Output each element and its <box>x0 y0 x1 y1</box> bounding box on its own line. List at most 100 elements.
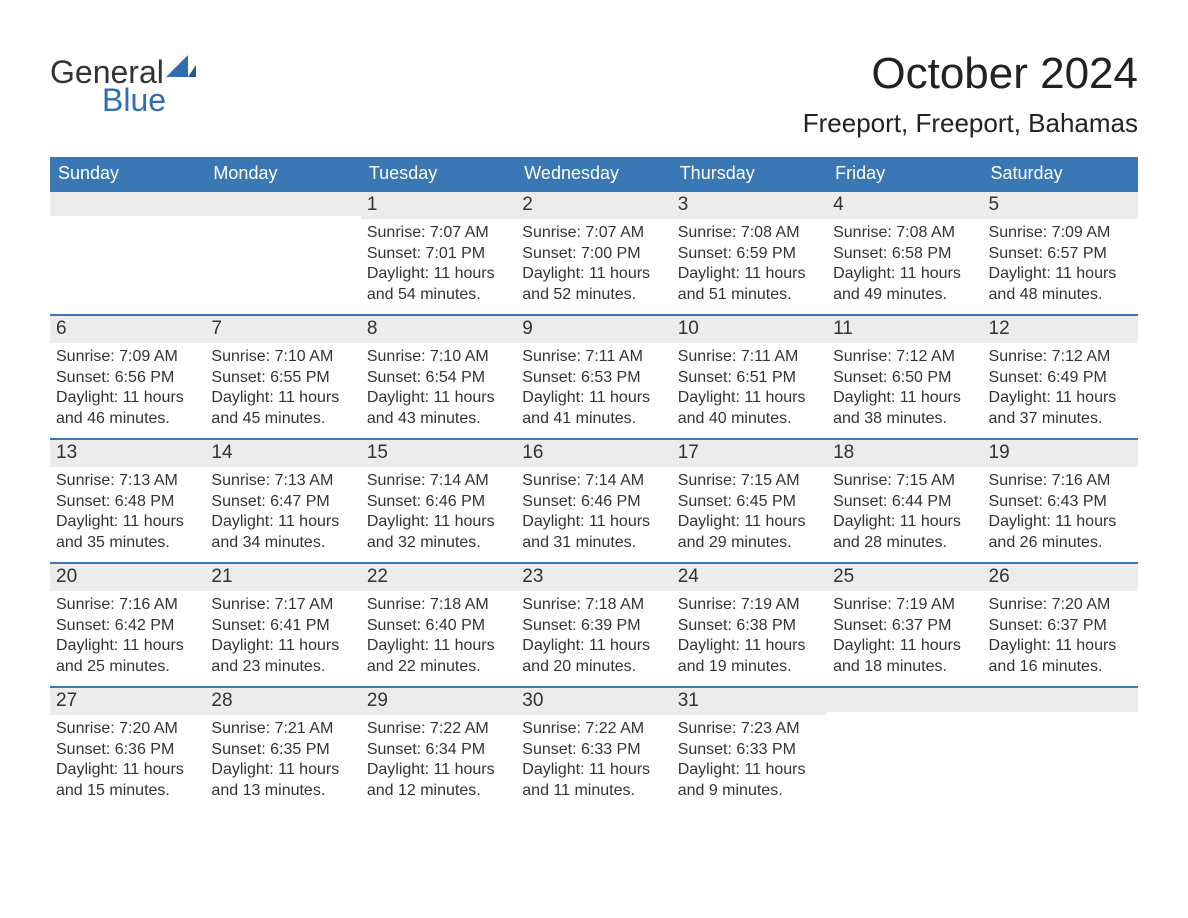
day-daylight1: Daylight: 11 hours <box>367 264 510 284</box>
day-cell <box>983 688 1138 810</box>
day-sunset: Sunset: 6:58 PM <box>833 244 976 264</box>
day-sunset: Sunset: 6:37 PM <box>833 616 976 636</box>
day-daylight2: and 12 minutes. <box>367 781 510 801</box>
day-sunrise: Sunrise: 7:10 AM <box>211 347 354 367</box>
day-number: 28 <box>205 688 360 715</box>
dow-friday: Friday <box>827 157 982 190</box>
day-cell: 20Sunrise: 7:16 AMSunset: 6:42 PMDayligh… <box>50 564 205 686</box>
day-cell: 22Sunrise: 7:18 AMSunset: 6:40 PMDayligh… <box>361 564 516 686</box>
day-cell: 3Sunrise: 7:08 AMSunset: 6:59 PMDaylight… <box>672 192 827 314</box>
location-text: Freeport, Freeport, Bahamas <box>803 108 1138 139</box>
day-sunset: Sunset: 6:35 PM <box>211 740 354 760</box>
day-sunrise: Sunrise: 7:13 AM <box>211 471 354 491</box>
day-cell: 5Sunrise: 7:09 AMSunset: 6:57 PMDaylight… <box>983 192 1138 314</box>
day-number: 16 <box>516 440 671 467</box>
day-daylight2: and 19 minutes. <box>678 657 821 677</box>
day-body: Sunrise: 7:11 AMSunset: 6:51 PMDaylight:… <box>672 343 827 435</box>
day-body: Sunrise: 7:10 AMSunset: 6:54 PMDaylight:… <box>361 343 516 435</box>
day-sunset: Sunset: 6:51 PM <box>678 368 821 388</box>
day-sunset: Sunset: 6:42 PM <box>56 616 199 636</box>
day-daylight2: and 15 minutes. <box>56 781 199 801</box>
day-daylight1: Daylight: 11 hours <box>211 388 354 408</box>
day-daylight2: and 18 minutes. <box>833 657 976 677</box>
day-daylight2: and 25 minutes. <box>56 657 199 677</box>
day-daylight1: Daylight: 11 hours <box>367 388 510 408</box>
day-daylight1: Daylight: 11 hours <box>211 636 354 656</box>
day-body: Sunrise: 7:07 AMSunset: 7:00 PMDaylight:… <box>516 219 671 311</box>
day-sunrise: Sunrise: 7:15 AM <box>678 471 821 491</box>
day-body: Sunrise: 7:20 AMSunset: 6:37 PMDaylight:… <box>983 591 1138 683</box>
day-cell: 31Sunrise: 7:23 AMSunset: 6:33 PMDayligh… <box>672 688 827 810</box>
day-daylight2: and 31 minutes. <box>522 533 665 553</box>
day-daylight1: Daylight: 11 hours <box>833 512 976 532</box>
day-daylight1: Daylight: 11 hours <box>989 512 1132 532</box>
day-sunset: Sunset: 6:48 PM <box>56 492 199 512</box>
day-daylight2: and 35 minutes. <box>56 533 199 553</box>
day-body: Sunrise: 7:12 AMSunset: 6:50 PMDaylight:… <box>827 343 982 435</box>
day-daylight2: and 23 minutes. <box>211 657 354 677</box>
day-body: Sunrise: 7:09 AMSunset: 6:57 PMDaylight:… <box>983 219 1138 311</box>
day-sunrise: Sunrise: 7:08 AM <box>833 223 976 243</box>
day-daylight1: Daylight: 11 hours <box>522 264 665 284</box>
day-sunrise: Sunrise: 7:10 AM <box>367 347 510 367</box>
day-body: Sunrise: 7:19 AMSunset: 6:37 PMDaylight:… <box>827 591 982 683</box>
day-daylight1: Daylight: 11 hours <box>989 264 1132 284</box>
day-number <box>205 192 360 216</box>
day-sunrise: Sunrise: 7:13 AM <box>56 471 199 491</box>
day-sunset: Sunset: 6:56 PM <box>56 368 199 388</box>
day-daylight1: Daylight: 11 hours <box>522 388 665 408</box>
day-sunset: Sunset: 6:36 PM <box>56 740 199 760</box>
day-sunset: Sunset: 7:00 PM <box>522 244 665 264</box>
day-daylight1: Daylight: 11 hours <box>56 388 199 408</box>
day-sunrise: Sunrise: 7:12 AM <box>833 347 976 367</box>
day-daylight2: and 9 minutes. <box>678 781 821 801</box>
day-number: 25 <box>827 564 982 591</box>
dow-tuesday: Tuesday <box>361 157 516 190</box>
day-number: 9 <box>516 316 671 343</box>
day-number: 7 <box>205 316 360 343</box>
day-sunset: Sunset: 6:49 PM <box>989 368 1132 388</box>
day-cell: 24Sunrise: 7:19 AMSunset: 6:38 PMDayligh… <box>672 564 827 686</box>
day-cell: 12Sunrise: 7:12 AMSunset: 6:49 PMDayligh… <box>983 316 1138 438</box>
day-sunset: Sunset: 7:01 PM <box>367 244 510 264</box>
month-title: October 2024 <box>803 50 1138 98</box>
day-number <box>983 688 1138 712</box>
day-sunrise: Sunrise: 7:08 AM <box>678 223 821 243</box>
day-sunset: Sunset: 6:44 PM <box>833 492 976 512</box>
day-number <box>50 192 205 216</box>
day-sunrise: Sunrise: 7:20 AM <box>56 719 199 739</box>
day-cell <box>50 192 205 314</box>
day-daylight2: and 43 minutes. <box>367 409 510 429</box>
day-cell: 21Sunrise: 7:17 AMSunset: 6:41 PMDayligh… <box>205 564 360 686</box>
dow-monday: Monday <box>205 157 360 190</box>
header: General Blue October 2024 Freeport, Free… <box>50 50 1138 139</box>
day-daylight2: and 29 minutes. <box>678 533 821 553</box>
day-number: 2 <box>516 192 671 219</box>
day-sunset: Sunset: 6:40 PM <box>367 616 510 636</box>
day-cell: 13Sunrise: 7:13 AMSunset: 6:48 PMDayligh… <box>50 440 205 562</box>
week-row: 27Sunrise: 7:20 AMSunset: 6:36 PMDayligh… <box>50 686 1138 810</box>
day-daylight2: and 41 minutes. <box>522 409 665 429</box>
day-number: 13 <box>50 440 205 467</box>
day-body <box>827 712 982 722</box>
day-sunrise: Sunrise: 7:14 AM <box>367 471 510 491</box>
day-daylight2: and 11 minutes. <box>522 781 665 801</box>
day-body: Sunrise: 7:14 AMSunset: 6:46 PMDaylight:… <box>516 467 671 559</box>
day-cell: 16Sunrise: 7:14 AMSunset: 6:46 PMDayligh… <box>516 440 671 562</box>
day-number <box>827 688 982 712</box>
day-body: Sunrise: 7:19 AMSunset: 6:38 PMDaylight:… <box>672 591 827 683</box>
day-daylight1: Daylight: 11 hours <box>678 636 821 656</box>
day-number: 30 <box>516 688 671 715</box>
day-daylight1: Daylight: 11 hours <box>678 760 821 780</box>
day-daylight2: and 26 minutes. <box>989 533 1132 553</box>
dow-saturday: Saturday <box>983 157 1138 190</box>
day-cell: 14Sunrise: 7:13 AMSunset: 6:47 PMDayligh… <box>205 440 360 562</box>
day-cell: 25Sunrise: 7:19 AMSunset: 6:37 PMDayligh… <box>827 564 982 686</box>
day-daylight1: Daylight: 11 hours <box>367 512 510 532</box>
day-number: 5 <box>983 192 1138 219</box>
day-cell: 23Sunrise: 7:18 AMSunset: 6:39 PMDayligh… <box>516 564 671 686</box>
day-daylight1: Daylight: 11 hours <box>833 636 976 656</box>
day-sunrise: Sunrise: 7:22 AM <box>522 719 665 739</box>
day-cell: 27Sunrise: 7:20 AMSunset: 6:36 PMDayligh… <box>50 688 205 810</box>
day-daylight1: Daylight: 11 hours <box>522 760 665 780</box>
